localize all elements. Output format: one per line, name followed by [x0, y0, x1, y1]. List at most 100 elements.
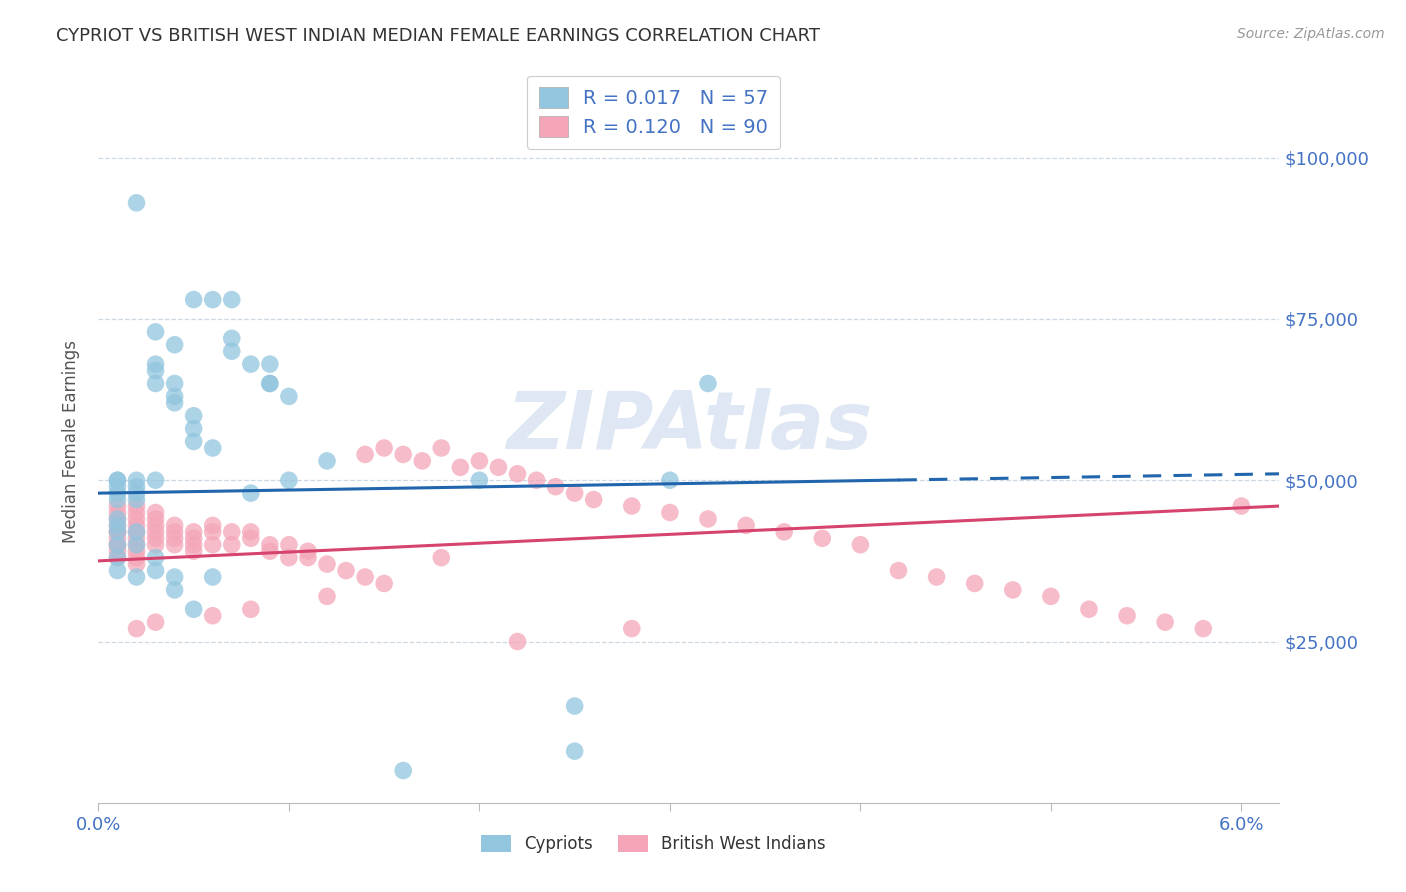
Cypriots — [125, 538, 148, 552]
Cypriots — [277, 389, 299, 403]
British West Indians — [163, 518, 186, 533]
British West Indians — [373, 576, 395, 591]
Cypriots — [564, 744, 586, 758]
British West Indians — [107, 499, 129, 513]
British West Indians — [221, 524, 243, 539]
Cypriots — [316, 454, 339, 468]
Cypriots — [145, 550, 167, 565]
Cypriots — [125, 524, 148, 539]
British West Indians — [1154, 615, 1177, 630]
Cypriots — [239, 486, 262, 500]
British West Indians — [925, 570, 948, 584]
British West Indians — [620, 499, 643, 513]
British West Indians — [107, 524, 129, 539]
British West Indians — [335, 564, 357, 578]
British West Indians — [373, 441, 395, 455]
Cypriots — [221, 331, 243, 345]
British West Indians — [201, 518, 224, 533]
British West Indians — [430, 441, 453, 455]
Cypriots — [125, 492, 148, 507]
Cypriots — [145, 325, 167, 339]
Cypriots — [125, 195, 148, 210]
British West Indians — [963, 576, 986, 591]
Cypriots — [201, 441, 224, 455]
British West Indians — [145, 538, 167, 552]
Cypriots — [107, 518, 129, 533]
British West Indians — [811, 531, 834, 545]
British West Indians — [449, 460, 471, 475]
British West Indians — [201, 524, 224, 539]
British West Indians — [1078, 602, 1101, 616]
British West Indians — [658, 506, 681, 520]
British West Indians — [107, 524, 129, 539]
British West Indians — [107, 544, 129, 558]
Cypriots — [183, 422, 205, 436]
British West Indians — [183, 531, 205, 545]
British West Indians — [125, 557, 148, 571]
British West Indians — [259, 538, 281, 552]
British West Indians — [697, 512, 720, 526]
British West Indians — [239, 524, 262, 539]
Cypriots — [183, 602, 205, 616]
British West Indians — [354, 447, 377, 461]
British West Indians — [125, 512, 148, 526]
Cypriots — [107, 473, 129, 487]
British West Indians — [125, 524, 148, 539]
Cypriots — [107, 473, 129, 487]
British West Indians — [125, 622, 148, 636]
Cypriots — [145, 376, 167, 391]
Cypriots — [221, 293, 243, 307]
British West Indians — [277, 550, 299, 565]
British West Indians — [506, 467, 529, 481]
British West Indians — [1001, 582, 1024, 597]
Cypriots — [259, 357, 281, 371]
Cypriots — [107, 486, 129, 500]
British West Indians — [107, 518, 129, 533]
British West Indians — [163, 524, 186, 539]
Cypriots — [125, 473, 148, 487]
British West Indians — [392, 447, 415, 461]
British West Indians — [316, 557, 339, 571]
British West Indians — [145, 615, 167, 630]
British West Indians — [221, 538, 243, 552]
British West Indians — [107, 550, 129, 565]
British West Indians — [145, 531, 167, 545]
British West Indians — [277, 538, 299, 552]
British West Indians — [564, 486, 586, 500]
British West Indians — [297, 544, 319, 558]
British West Indians — [1230, 499, 1253, 513]
British West Indians — [125, 518, 148, 533]
Cypriots — [145, 357, 167, 371]
British West Indians — [544, 480, 567, 494]
Cypriots — [221, 344, 243, 359]
British West Indians — [145, 506, 167, 520]
Cypriots — [163, 338, 186, 352]
Cypriots — [163, 389, 186, 403]
Cypriots — [163, 570, 186, 584]
Cypriots — [163, 376, 186, 391]
British West Indians — [163, 531, 186, 545]
British West Indians — [239, 531, 262, 545]
British West Indians — [582, 492, 605, 507]
Text: ZIPAtlas: ZIPAtlas — [506, 388, 872, 467]
Legend: Cypriots, British West Indians: Cypriots, British West Indians — [474, 828, 832, 860]
Cypriots — [392, 764, 415, 778]
British West Indians — [620, 622, 643, 636]
British West Indians — [201, 608, 224, 623]
British West Indians — [316, 590, 339, 604]
British West Indians — [849, 538, 872, 552]
British West Indians — [107, 531, 129, 545]
British West Indians — [735, 518, 758, 533]
Cypriots — [107, 564, 129, 578]
Cypriots — [201, 293, 224, 307]
Cypriots — [107, 480, 129, 494]
British West Indians — [183, 538, 205, 552]
Cypriots — [564, 699, 586, 714]
British West Indians — [125, 550, 148, 565]
Cypriots — [183, 434, 205, 449]
British West Indians — [887, 564, 910, 578]
British West Indians — [1039, 590, 1062, 604]
British West Indians — [468, 454, 491, 468]
British West Indians — [411, 454, 433, 468]
British West Indians — [1192, 622, 1215, 636]
